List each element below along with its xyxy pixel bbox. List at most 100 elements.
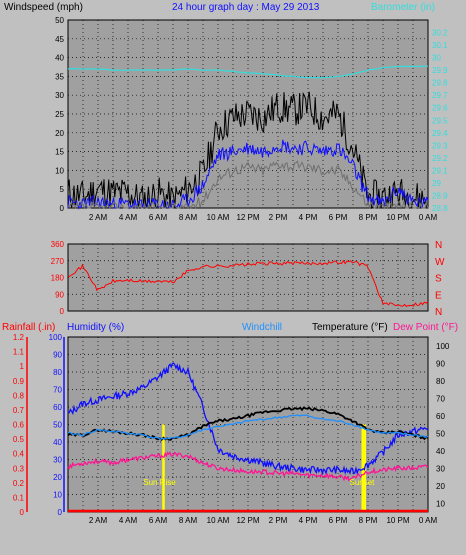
- x-tick-label: 8 PM: [359, 516, 378, 525]
- barometer-tick-label: 30.2: [432, 29, 448, 38]
- temperature-tick-label: 100: [436, 342, 450, 351]
- humidity-tick-label: 0: [58, 508, 63, 517]
- humidity-tick-label: 30: [53, 456, 62, 465]
- x-tick-label: 4 PM: [299, 516, 318, 525]
- humidity-tick-label: 60: [53, 403, 62, 412]
- x-tick-label: 8 AM: [179, 213, 198, 222]
- rain-tick-label: 1.2: [13, 333, 25, 342]
- temperature-tick-label: 90: [436, 359, 445, 368]
- humidity-tick-label: 50: [53, 421, 62, 430]
- rain-tick-label: 0.1: [13, 493, 25, 502]
- humidity-tick-label: 70: [53, 386, 62, 395]
- x-tick-label: 4 AM: [119, 516, 138, 525]
- rainfall-axis-label: Rainfall (.in): [2, 322, 55, 333]
- rain-tick-label: 1: [20, 362, 25, 371]
- temperature-tick-label: 60: [436, 412, 445, 421]
- x-tick-label: 2 AM: [89, 213, 108, 222]
- x-tick-label: 0 AM: [419, 213, 438, 222]
- barometer-tick-label: 29.2: [432, 154, 448, 163]
- y-tick-label: 50: [55, 16, 64, 25]
- barometer-tick-label: 29: [432, 179, 441, 188]
- rain-tick-label: 0.5: [13, 435, 25, 444]
- y-tick-label: 30: [55, 91, 64, 100]
- x-tick-label: 10 AM: [207, 516, 230, 525]
- humidity-tick-label: 100: [49, 333, 63, 342]
- y-tick-label: 90: [55, 290, 64, 299]
- compass-label: S: [435, 274, 442, 285]
- windspeed-axis-label: Windspeed (mph): [4, 2, 83, 13]
- y-tick-label: 35: [55, 72, 64, 81]
- humidity-tick-label: 40: [53, 438, 62, 447]
- y-tick-label: 15: [55, 148, 64, 157]
- x-tick-label: 2 PM: [269, 516, 288, 525]
- x-tick-label: 10 PM: [386, 516, 409, 525]
- humidity-tick-label: 10: [53, 491, 62, 500]
- y-tick-label: 0: [60, 204, 65, 213]
- y-tick-label: 45: [55, 35, 64, 44]
- rain-tick-label: 0.4: [13, 450, 25, 459]
- x-tick-label: 12 PM: [236, 516, 259, 525]
- x-tick-label: 6 PM: [329, 516, 348, 525]
- y-tick-label: 270: [51, 257, 65, 266]
- dewpoint-legend: Dew Point (°F): [393, 322, 458, 333]
- x-tick-label: 6 AM: [149, 213, 168, 222]
- compass-label: N: [435, 240, 442, 251]
- barometer-tick-label: 29.9: [432, 66, 448, 75]
- barometer-tick-label: 29.8: [432, 79, 448, 88]
- rain-tick-label: 0.8: [13, 391, 25, 400]
- compass-label: W: [435, 257, 445, 268]
- y-tick-label: 20: [55, 129, 64, 138]
- x-tick-label: 6 AM: [149, 516, 168, 525]
- rain-tick-label: 0.7: [13, 406, 25, 415]
- y-tick-label: 25: [55, 110, 64, 119]
- rain-tick-label: 0.9: [13, 377, 25, 386]
- rain-tick-label: 1.1: [13, 348, 25, 357]
- humidity-tick-label: 90: [53, 351, 62, 360]
- rain-tick-label: 0.3: [13, 464, 25, 473]
- barometer-tick-label: 29.1: [432, 166, 448, 175]
- x-tick-label: 4 AM: [119, 213, 138, 222]
- rain-tick-label: 0.6: [13, 421, 25, 430]
- series-line-dewpoint: [67, 451, 429, 482]
- series-line-humidity: [67, 362, 429, 476]
- barometer-tick-label: 29.6: [432, 104, 448, 113]
- barometer-tick-label: 29.3: [432, 141, 448, 150]
- barometer-tick-label: 28.8: [432, 204, 448, 213]
- y-tick-label: 10: [55, 166, 64, 175]
- windchill-legend: Windchill: [242, 322, 282, 333]
- series-line-min: [67, 160, 429, 210]
- barometer-tick-label: 28.9: [432, 191, 448, 200]
- x-tick-label: 8 AM: [179, 516, 198, 525]
- x-tick-label: 2 PM: [269, 213, 288, 222]
- series-line-barometer: [67, 65, 428, 79]
- rain-tick-label: 0.2: [13, 479, 25, 488]
- humidity-tick-label: 20: [53, 473, 62, 482]
- y-tick-label: 0: [60, 307, 65, 316]
- sunset-label: Sunset: [350, 478, 376, 487]
- x-tick-label: 12 PM: [236, 213, 259, 222]
- x-tick-label: 10 AM: [207, 213, 230, 222]
- barometer-tick-label: 29.7: [432, 91, 448, 100]
- barometer-tick-label: 29.4: [432, 129, 448, 138]
- chart-title: 24 hour graph day : May 29 2013: [172, 2, 320, 13]
- sunrise-marker: [162, 424, 165, 512]
- sunset-marker: [361, 424, 366, 512]
- compass-label: E: [435, 290, 442, 301]
- x-tick-label: 0 AM: [419, 516, 438, 525]
- x-tick-label: 2 AM: [89, 516, 108, 525]
- compass-label: N: [435, 307, 442, 318]
- y-tick-label: 180: [51, 274, 65, 283]
- temperature-tick-label: 10: [436, 499, 445, 508]
- barometer-tick-label: 30.1: [432, 41, 448, 50]
- series-line-avg: [67, 139, 429, 210]
- rain-tick-label: 0: [20, 508, 25, 517]
- series-line-winddir: [67, 259, 429, 307]
- x-tick-label: 6 PM: [329, 213, 348, 222]
- humidity-axis-label: Humidity (%): [67, 322, 124, 333]
- y-tick-label: 40: [55, 54, 64, 63]
- humidity-tick-label: 80: [53, 368, 62, 377]
- temperature-tick-label: 80: [436, 377, 445, 386]
- temperature-tick-label: 30: [436, 464, 445, 473]
